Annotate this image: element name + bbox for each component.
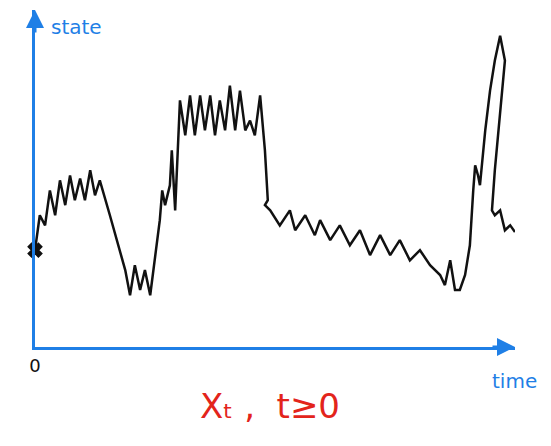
svg-text:0: 0 <box>29 355 40 376</box>
svg-text:state: state <box>51 15 102 39</box>
svg-text:Xₜ , t≥0: Xₜ , t≥0 <box>200 386 340 426</box>
svg-text:time: time <box>492 369 537 393</box>
